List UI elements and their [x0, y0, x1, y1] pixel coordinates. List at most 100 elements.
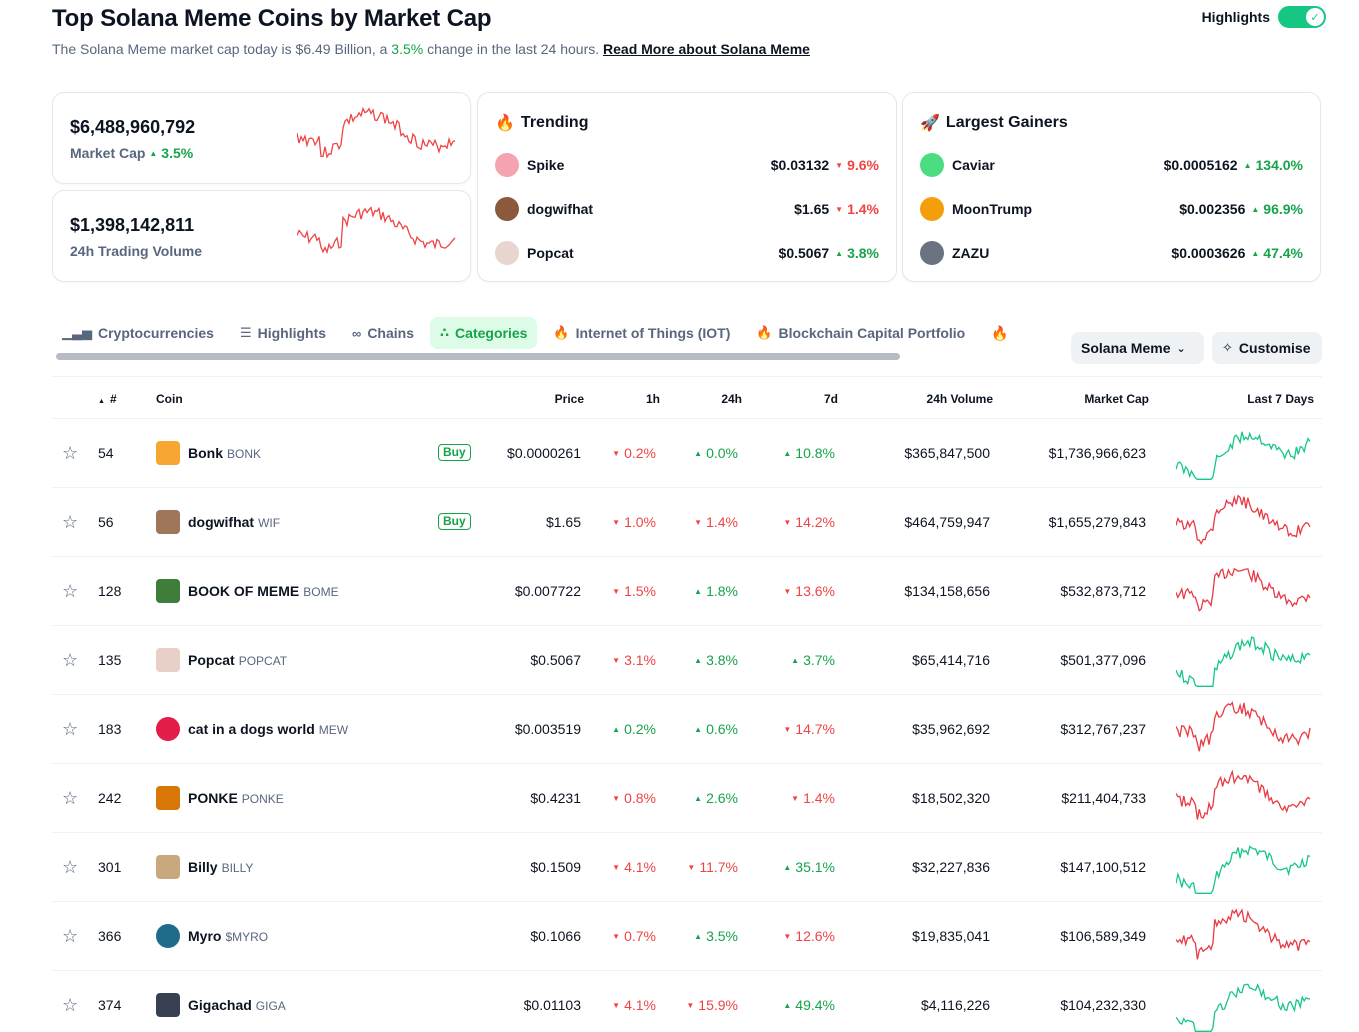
market-cap-card: $6,488,960,792 Market Cap 3.5%	[52, 92, 471, 184]
1h-header[interactable]: 1h	[645, 392, 660, 406]
link-icon: ∞	[352, 325, 362, 341]
trending-price: $1.65	[794, 201, 830, 217]
chevron-down-icon: ⌄	[1176, 342, 1186, 355]
rank-header[interactable]: ▲ #	[98, 392, 117, 406]
list-icon: ☰	[239, 325, 252, 340]
coin-cell[interactable]: Bonk BONK	[156, 441, 261, 465]
market-cap-header[interactable]: Market Cap	[1084, 392, 1149, 406]
gainer-row[interactable]: Caviar $0.0005162 134.0%	[920, 153, 1303, 177]
coin-header[interactable]: Coin	[156, 392, 183, 406]
volume-cell: $365,847,500	[904, 445, 990, 461]
volume-cell: $32,227,836	[912, 859, 990, 875]
gainer-row[interactable]: MoonTrump $0.002356 96.9%	[920, 197, 1303, 221]
trending-name: dogwifhat	[527, 201, 594, 217]
last-7-days-sparkline	[1176, 567, 1311, 612]
star-icon[interactable]: ☆	[62, 995, 79, 1015]
read-more-link[interactable]: Read More about Solana Meme	[603, 41, 810, 57]
gainer-price: $0.0005162	[1163, 157, 1238, 173]
last-7-days-sparkline	[1176, 636, 1311, 687]
table-row[interactable]: ☆ 366 Myro$MYRO $0.1066 0.7% 3.5% 12.6% $19,835…	[52, 902, 1322, 971]
market-cap-cell: $211,404,733	[1061, 790, 1146, 806]
24h-header[interactable]: 24h	[721, 392, 742, 406]
coin-logo-icon	[495, 153, 519, 177]
star-icon[interactable]: ☆	[62, 512, 79, 532]
gainer-change: 96.9%	[1251, 201, 1303, 217]
market-cap-value: $6,488,960,792	[70, 117, 196, 137]
rank-cell: 366	[98, 928, 122, 944]
last-7-days-header: Last 7 Days	[1247, 392, 1314, 406]
star-icon[interactable]: ☆	[62, 857, 79, 877]
coin-cell[interactable]: Billy BILLY	[156, 855, 253, 879]
last-7-days-sparkline	[1176, 983, 1310, 1032]
coin-cell[interactable]: cat in a dogs world MEW	[156, 717, 348, 741]
star-icon[interactable]: ☆	[62, 443, 79, 463]
fire-icon[interactable]: 🔥	[991, 324, 1009, 341]
tab-blockchain-capital-portfolio[interactable]: 🔥 Blockchain Capital Portfolio	[746, 317, 975, 349]
check-icon: ✓	[1306, 8, 1324, 26]
tab-categories[interactable]: ∴ Categories	[430, 317, 538, 349]
tab-highlights[interactable]: ☰ Highlights	[230, 317, 336, 349]
highlights-toggle[interactable]: ✓	[1278, 6, 1326, 28]
gainer-name: Caviar	[952, 157, 995, 173]
trending-row[interactable]: Spike $0.03132 9.6%	[495, 153, 879, 177]
volume-cell: $134,158,656	[904, 583, 990, 599]
tab-cryptocurrencies[interactable]: ▁▃▅ Cryptocurrencies	[52, 317, 224, 349]
change-1h-cell: 3.1%	[612, 652, 656, 668]
coin-cell[interactable]: BOOK OF MEME BOME	[156, 579, 339, 603]
coin-cell[interactable]: Popcat POPCAT	[156, 648, 287, 672]
coin-symbol: BONK	[227, 447, 262, 461]
price-cell: $0.01103	[523, 997, 581, 1013]
tabs-scrollbar[interactable]	[52, 352, 1056, 360]
price-cell: $0.4231	[530, 790, 581, 806]
market-cap-label: Market Cap 3.5%	[70, 145, 193, 161]
market-cap-change: 3.5%	[149, 145, 193, 161]
change-7d-cell: 13.6%	[783, 583, 835, 599]
coin-cell[interactable]: Gigachad GIGA	[156, 993, 286, 1017]
trending-row[interactable]: dogwifhat $1.65 1.4%	[495, 197, 879, 221]
gainer-name: MoonTrump	[952, 201, 1033, 217]
change-24h-cell: 2.6%	[694, 790, 738, 806]
last-7-days-sparkline	[1176, 431, 1311, 480]
tabs-scrollbar-thumb[interactable]	[56, 353, 900, 360]
trending-row[interactable]: Popcat $0.5067 3.8%	[495, 241, 879, 265]
coin-logo-icon	[495, 241, 519, 265]
rank-cell: 374	[98, 997, 122, 1013]
market-cap-sparkline	[297, 107, 456, 159]
tab-chains[interactable]: ∞ Chains	[342, 317, 424, 349]
coin-cell[interactable]: PONKE PONKE	[156, 786, 284, 810]
customise-button[interactable]: ✧ Customise	[1212, 332, 1322, 364]
category-dropdown[interactable]: Solana Meme ⌄	[1071, 332, 1204, 364]
coin-symbol: WIF	[258, 516, 281, 530]
coin-cell[interactable]: dogwifhat WIF	[156, 510, 280, 534]
price-cell: $0.1066	[530, 928, 581, 944]
rank-cell: 301	[98, 859, 122, 875]
buy-button[interactable]: Buy	[438, 513, 471, 530]
volume-header[interactable]: 24h Volume	[926, 392, 993, 406]
table-header: ▲ # Coin Price 1h 24h 7d 24h Volume Marke…	[52, 376, 1322, 419]
star-icon[interactable]: ☆	[62, 650, 79, 670]
star-icon[interactable]: ☆	[62, 719, 79, 739]
customise-label: Customise	[1238, 340, 1311, 356]
gainer-row[interactable]: ZAZU $0.0003626 47.4%	[920, 241, 1303, 265]
volume-card: $1,398,142,811 24h Trading Volume	[52, 190, 471, 282]
price-header[interactable]: Price	[554, 392, 584, 406]
7d-header[interactable]: 7d	[823, 392, 838, 406]
tab-internet-of-things-iot[interactable]: 🔥 Internet of Things (IOT)	[543, 317, 740, 349]
star-icon[interactable]: ☆	[62, 788, 79, 808]
buy-button[interactable]: Buy	[438, 444, 471, 461]
tab-label: Chains	[367, 325, 414, 341]
star-icon[interactable]: ☆	[62, 926, 79, 946]
coin-logo-icon	[920, 153, 944, 177]
coin-cell[interactable]: Myro $MYRO	[156, 924, 268, 948]
category-tabs: ▁▃▅ Cryptocurrencies ☰ Highlights ∞ Chains ∴ Ca…	[52, 316, 1056, 350]
gainer-name: ZAZU	[952, 245, 990, 261]
star-icon[interactable]: ☆	[62, 581, 79, 601]
